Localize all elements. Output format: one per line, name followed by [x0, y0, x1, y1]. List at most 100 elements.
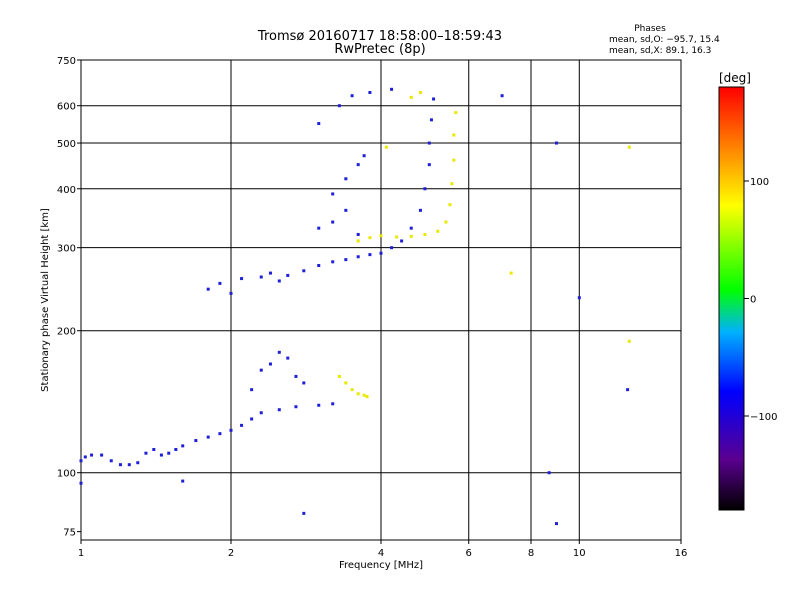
data-point-x: [356, 239, 360, 243]
data-point-o: [206, 435, 210, 439]
data-point-o: [229, 291, 233, 295]
x-tick-label: 10: [573, 548, 586, 559]
data-point-o: [427, 141, 431, 145]
x-tick-label: 4: [378, 548, 384, 559]
stats-heading: Phases: [634, 24, 666, 34]
colorbar: [718, 86, 745, 511]
data-point-x: [509, 271, 513, 275]
data-point-o: [218, 432, 222, 436]
colorbar-ticks: 100 0 −100: [744, 177, 777, 423]
data-point-o: [554, 141, 558, 145]
data-point-o: [109, 459, 113, 463]
data-point-o: [167, 451, 171, 455]
data-point-o: [302, 269, 306, 273]
data-point-o: [390, 87, 394, 91]
data-point-x: [384, 145, 388, 149]
data-point-o: [250, 417, 254, 421]
data-point-x: [350, 388, 354, 392]
data-point-x: [344, 381, 348, 385]
y-tick-labels: 75 100 200 300 400 500 600 750: [57, 56, 76, 539]
stats-line-x: mean, sd,X: 89.1, 16.3: [609, 46, 711, 56]
y-tick-label: 300: [57, 244, 76, 255]
grid-lines: [77, 59, 682, 544]
x-tick-label: 8: [528, 548, 534, 559]
data-point-o: [547, 471, 551, 475]
data-point-x: [395, 235, 399, 239]
data-point-o: [400, 239, 404, 243]
data-point-x: [356, 392, 360, 396]
data-point-o: [127, 463, 131, 467]
data-point-x: [452, 133, 456, 137]
y-tick-label: 75: [63, 528, 76, 539]
x-tick-label: 1: [78, 548, 84, 559]
x-tick-label: 6: [466, 548, 472, 559]
x-axis-label: Frequency [MHz]: [339, 560, 423, 571]
data-point-o: [317, 122, 321, 126]
data-point-o: [368, 253, 372, 257]
data-point-x: [362, 393, 366, 397]
data-point-o: [350, 94, 354, 98]
data-point-o: [302, 511, 306, 515]
x-tick-label: 16: [675, 548, 688, 559]
data-point-o: [277, 279, 281, 283]
data-point-o: [174, 447, 178, 451]
data-point-o: [626, 388, 630, 392]
data-point-o: [429, 118, 433, 122]
data-point-o: [159, 453, 163, 457]
y-tick-label: 750: [57, 56, 76, 67]
data-point-o: [286, 273, 290, 277]
data-point-o: [152, 447, 156, 451]
data-point-x: [418, 90, 422, 94]
colorbar-label: [deg]: [719, 71, 751, 85]
data-point-o: [100, 453, 104, 457]
data-point-o: [577, 296, 581, 300]
data-point-x: [423, 232, 427, 236]
y-tick-label: 200: [57, 327, 76, 338]
data-point-o: [337, 104, 341, 108]
data-point-o: [356, 163, 360, 167]
data-point-o: [362, 154, 366, 158]
data-point-x: [454, 111, 458, 115]
data-point-o: [79, 459, 83, 463]
data-point-o: [344, 177, 348, 181]
data-point-o: [206, 287, 210, 291]
data-point-o: [331, 192, 335, 196]
y-tick-label: 100: [57, 469, 76, 480]
chart-title: Tromsø 20160717 18:58:00–18:59:43: [257, 29, 502, 44]
data-point-o: [356, 232, 360, 236]
data-point-o: [331, 402, 335, 406]
data-point-x: [337, 374, 341, 378]
data-point-o: [356, 255, 360, 259]
data-point-o: [144, 451, 148, 455]
data-point-o: [554, 522, 558, 526]
stats-line-o: mean, sd,O: −95.7, 15.4: [609, 35, 720, 45]
chart-subtitle: RwPretec (8p): [334, 42, 425, 57]
data-point-o: [427, 163, 431, 167]
data-point-o: [500, 94, 504, 98]
y-axis-label: Stationary phase Virtual Height [km]: [40, 208, 51, 392]
data-point-o: [259, 368, 263, 372]
data-point-o: [379, 251, 383, 255]
data-point-x: [450, 182, 454, 186]
data-point-o: [409, 226, 413, 230]
data-point-o: [331, 220, 335, 224]
data-point-x: [627, 339, 631, 343]
data-point-x: [365, 395, 369, 399]
data-points: [79, 87, 631, 526]
data-point-o: [181, 444, 185, 448]
data-point-o: [181, 479, 185, 483]
data-point-o: [118, 463, 122, 467]
colorbar-tick-label: −100: [750, 412, 777, 423]
data-point-x: [452, 158, 456, 162]
data-point-o: [79, 481, 83, 485]
data-point-o: [268, 362, 272, 366]
data-point-o: [317, 226, 321, 230]
data-point-o: [368, 90, 372, 94]
data-point-x: [379, 234, 383, 238]
data-point-o: [277, 408, 281, 412]
data-point-o: [390, 246, 394, 250]
data-point-o: [83, 455, 87, 459]
data-point-o: [229, 428, 233, 432]
